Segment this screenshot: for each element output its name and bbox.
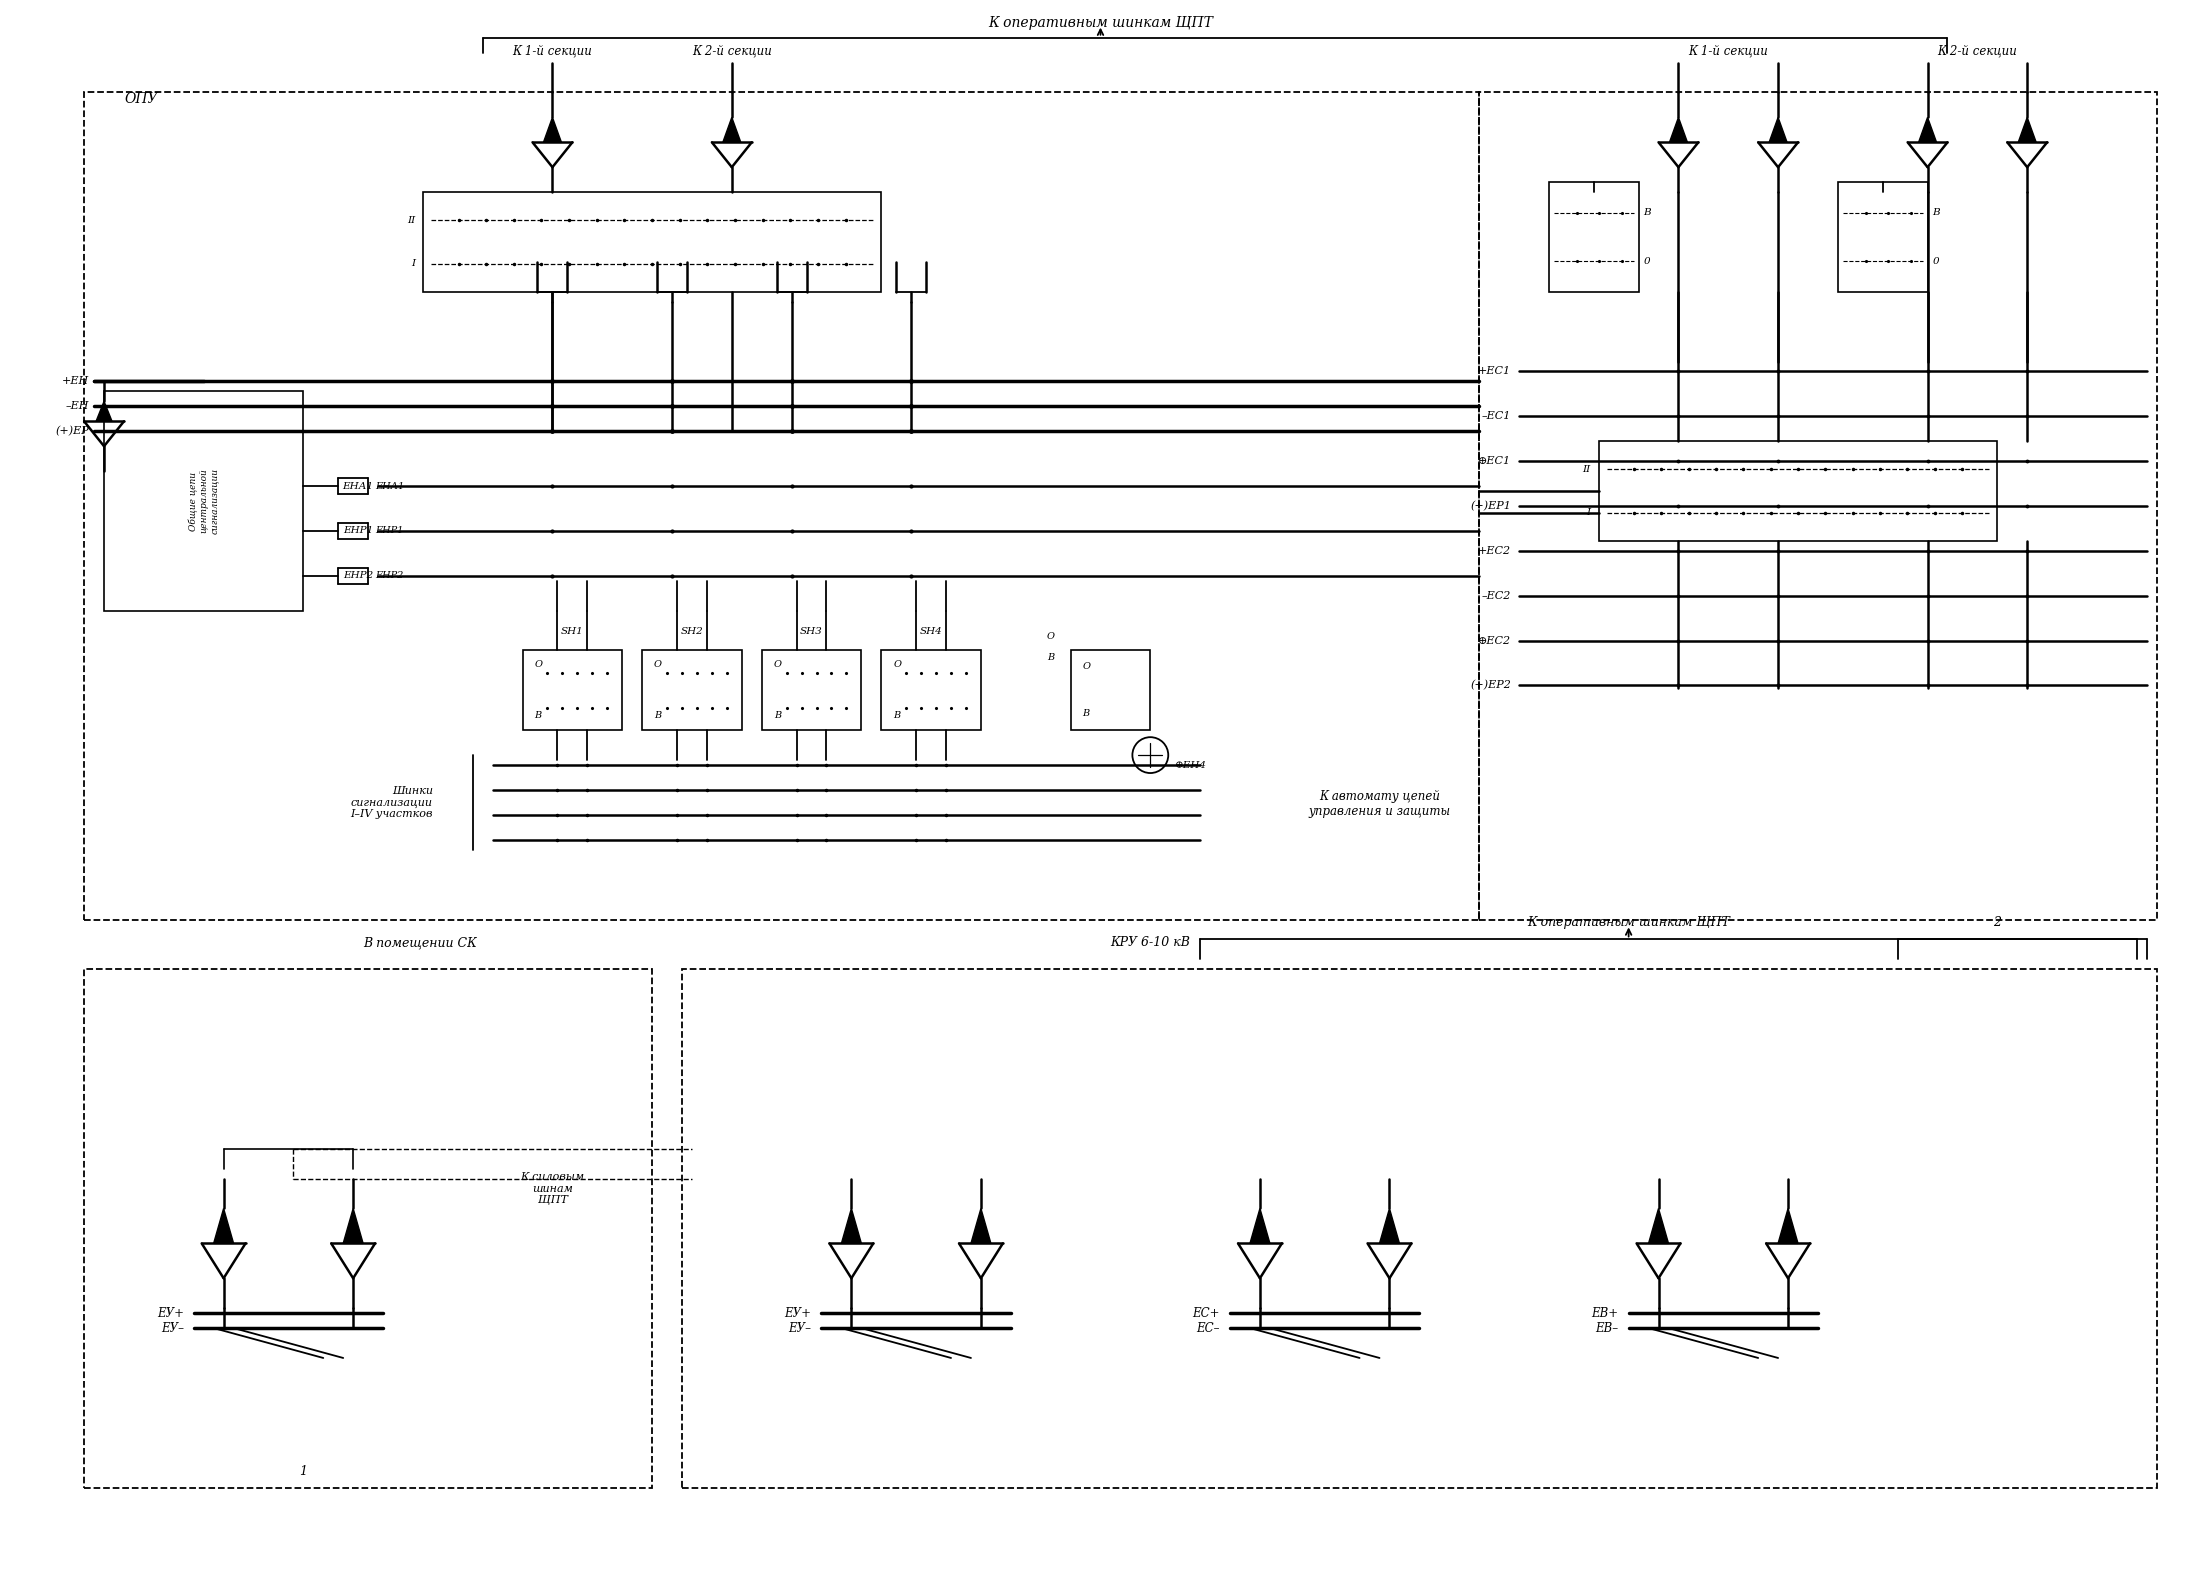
- Polygon shape: [1649, 1209, 1668, 1243]
- Text: II: II: [1583, 465, 1591, 474]
- Text: (+)ЕР2: (+)ЕР2: [1470, 680, 1512, 691]
- Polygon shape: [97, 402, 112, 421]
- Text: 0: 0: [1644, 256, 1651, 265]
- Text: В: В: [894, 711, 900, 721]
- Text: I: I: [1587, 509, 1591, 518]
- Polygon shape: [1250, 1209, 1270, 1243]
- Text: +ЕС1: +ЕС1: [1477, 366, 1512, 377]
- Polygon shape: [1778, 1209, 1798, 1243]
- Polygon shape: [544, 118, 561, 143]
- Text: ⊕ЕС2: ⊕ЕС2: [1477, 636, 1512, 645]
- Text: ЕС+: ЕС+: [1193, 1306, 1219, 1320]
- Polygon shape: [213, 1209, 233, 1243]
- Text: ЕНР1: ЕНР1: [343, 526, 374, 535]
- Bar: [880, 650, 982, 730]
- Text: К автомату цепей
управления и защиты: К автомату цепей управления и защиты: [1307, 790, 1450, 818]
- Text: Общие цепи
центральной
сигнализации: Общие цепи центральной сигнализации: [189, 468, 218, 534]
- Text: К 1-й секции: К 1-й секции: [513, 44, 592, 58]
- Polygon shape: [722, 118, 742, 143]
- Text: ЕУ–: ЕУ–: [161, 1322, 183, 1334]
- Bar: [1838, 182, 1928, 292]
- Text: ОПУ: ОПУ: [123, 93, 158, 107]
- Text: К 1-й секции: К 1-й секции: [1688, 44, 1767, 58]
- Text: SH3: SH3: [801, 626, 823, 636]
- Text: ЕУ+: ЕУ+: [784, 1306, 812, 1320]
- Text: O: O: [1083, 663, 1089, 672]
- Text: I: I: [412, 259, 416, 268]
- Text: В: В: [1644, 209, 1651, 217]
- Text: В: В: [1932, 209, 1939, 217]
- Bar: [423, 192, 880, 292]
- Polygon shape: [971, 1209, 990, 1243]
- Text: (+)ЕР1: (+)ЕР1: [1470, 501, 1512, 512]
- Text: ЕНР2: ЕНР2: [343, 571, 374, 581]
- Text: +ЕН: +ЕН: [62, 377, 88, 386]
- Text: ЕНР1: ЕНР1: [374, 526, 403, 535]
- Text: ЕНА1: ЕНА1: [374, 482, 405, 490]
- Polygon shape: [841, 1209, 861, 1243]
- Bar: [522, 650, 623, 730]
- Text: 1: 1: [299, 1465, 308, 1477]
- Text: В: В: [775, 711, 781, 721]
- Text: +ЕС2: +ЕС2: [1477, 546, 1512, 556]
- Text: ЕС–: ЕС–: [1197, 1322, 1219, 1334]
- Polygon shape: [1671, 118, 1688, 143]
- Text: В: В: [535, 711, 541, 721]
- Text: ЕНА1: ЕНА1: [341, 482, 374, 490]
- Text: O: O: [535, 661, 541, 669]
- Text: ЕВ–: ЕВ–: [1596, 1322, 1618, 1334]
- Bar: [103, 391, 304, 611]
- Text: 0: 0: [1932, 256, 1939, 265]
- Text: Шинки
сигнализации
I–IV участков: Шинки сигнализации I–IV участков: [350, 785, 434, 820]
- Text: SH4: SH4: [920, 626, 942, 636]
- Bar: [682, 969, 2157, 1487]
- Text: O: O: [894, 661, 900, 669]
- Text: O: O: [775, 661, 781, 669]
- Text: II: II: [407, 215, 416, 225]
- Text: (+)ЕР: (+)ЕР: [55, 425, 88, 436]
- Bar: [1550, 182, 1638, 292]
- Text: К оперативным шинкам ЩПТ: К оперативным шинкам ЩПТ: [1527, 917, 1730, 929]
- Polygon shape: [1919, 118, 1937, 143]
- Bar: [643, 650, 742, 730]
- Text: O: O: [1048, 631, 1054, 641]
- Text: –ЕС2: –ЕС2: [1481, 590, 1512, 601]
- Text: ⊕ЕС1: ⊕ЕС1: [1477, 457, 1512, 466]
- Text: ЕНР2: ЕНР2: [374, 571, 403, 581]
- Text: O: O: [654, 661, 663, 669]
- Text: К 2-й секции: К 2-й секции: [1937, 44, 2018, 58]
- Text: К оперативным шинкам ЩПТ: К оперативным шинкам ЩПТ: [988, 16, 1213, 30]
- Text: В: В: [1083, 710, 1089, 717]
- Text: –ЕС1: –ЕС1: [1481, 411, 1512, 421]
- Text: ЕУ–: ЕУ–: [788, 1322, 812, 1334]
- Text: 2: 2: [1994, 917, 2001, 929]
- Text: SH1: SH1: [561, 626, 583, 636]
- Text: ⊕ЕН4: ⊕ЕН4: [1175, 760, 1206, 769]
- Polygon shape: [1380, 1209, 1400, 1243]
- Bar: [84, 969, 651, 1487]
- Text: КРУ 6-10 кВ: КРУ 6-10 кВ: [1109, 936, 1191, 950]
- Text: К силовым
шинам
ЩПТ: К силовым шинам ЩПТ: [519, 1171, 585, 1206]
- Text: ЕВ+: ЕВ+: [1591, 1306, 1618, 1320]
- Text: ЕУ+: ЕУ+: [156, 1306, 183, 1320]
- Bar: [1479, 93, 2157, 920]
- Text: В помещении СК: В помещении СК: [363, 936, 478, 950]
- Polygon shape: [1770, 118, 1787, 143]
- Text: В: В: [1048, 653, 1054, 663]
- Text: SH2: SH2: [680, 626, 704, 636]
- Bar: [84, 93, 1479, 920]
- Text: –ЕН: –ЕН: [66, 402, 88, 411]
- Polygon shape: [343, 1209, 363, 1243]
- Polygon shape: [2018, 118, 2036, 143]
- Bar: [1070, 650, 1151, 730]
- Text: К 2-й секции: К 2-й секции: [691, 44, 773, 58]
- Bar: [762, 650, 861, 730]
- Text: В: В: [654, 711, 660, 721]
- Bar: [1598, 441, 1996, 542]
